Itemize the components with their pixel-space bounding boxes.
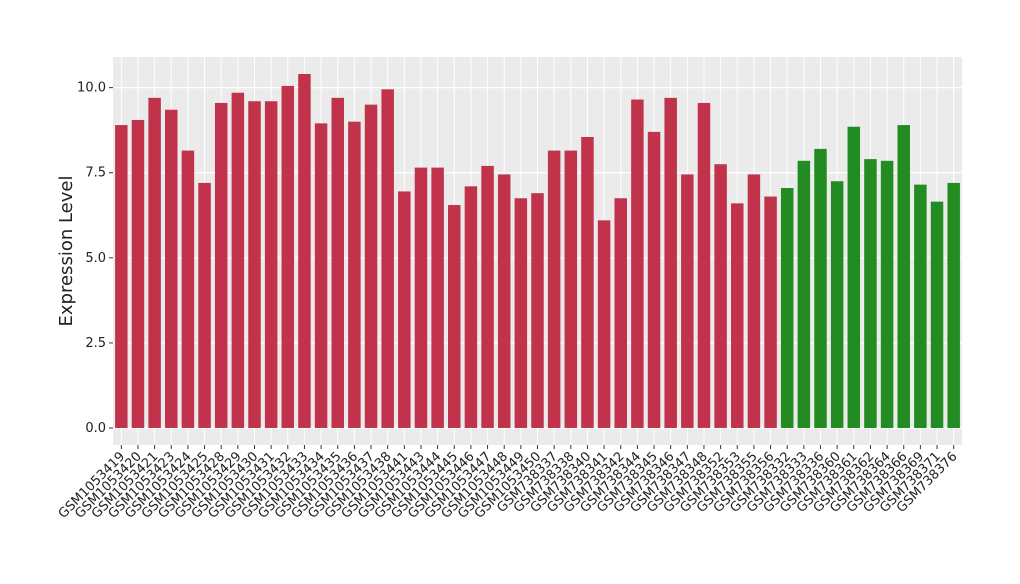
- bar: [414, 167, 428, 428]
- bar: [248, 101, 261, 428]
- bar: [914, 184, 927, 428]
- y-tick-label: 10.0: [77, 81, 106, 96]
- bar: [298, 74, 311, 428]
- bar: [864, 159, 877, 428]
- bar: [697, 102, 711, 428]
- bar: [314, 123, 328, 428]
- bar: [481, 165, 494, 428]
- bar: [814, 148, 827, 428]
- bar: [830, 181, 844, 428]
- y-tick-label: 2.5: [85, 336, 106, 351]
- bar: [214, 102, 228, 428]
- bar: [497, 174, 511, 428]
- bar: [331, 97, 344, 428]
- bar: [597, 220, 611, 428]
- bar: [448, 205, 461, 428]
- bar: [564, 150, 578, 428]
- bar: [664, 97, 677, 428]
- bar: [797, 160, 811, 428]
- bar: [431, 167, 444, 428]
- bar: [198, 182, 211, 428]
- y-tick-label: 0.0: [85, 421, 106, 436]
- bar: [764, 196, 777, 428]
- bar: [731, 203, 744, 428]
- bar: [165, 109, 178, 428]
- bar: [547, 150, 561, 428]
- bar: [581, 136, 594, 428]
- bar: [897, 125, 910, 428]
- bar: [398, 191, 411, 428]
- y-tick-label: 7.5: [85, 166, 106, 181]
- bar: [947, 182, 960, 428]
- bar: [264, 101, 278, 428]
- bar: [115, 125, 128, 428]
- bar: [714, 164, 727, 428]
- bar: [348, 121, 361, 428]
- bar: [531, 193, 544, 428]
- bar: [681, 174, 694, 428]
- bar: [381, 89, 394, 428]
- bar: [780, 188, 794, 428]
- bar: [747, 174, 761, 428]
- bar: [131, 119, 145, 428]
- bar: [181, 150, 195, 428]
- bar: [631, 99, 644, 428]
- bar: [847, 126, 861, 428]
- bar: [364, 104, 378, 428]
- bar: [148, 97, 161, 428]
- bar: [930, 201, 944, 428]
- bar: [231, 92, 245, 428]
- bar: [614, 198, 627, 428]
- bar: [880, 160, 894, 428]
- bar: [281, 85, 295, 428]
- bar: [647, 131, 661, 428]
- bar: [514, 198, 528, 428]
- y-tick-label: 5.0: [85, 251, 106, 266]
- bar: [464, 186, 478, 428]
- y-axis-title: Expression Level: [56, 176, 77, 327]
